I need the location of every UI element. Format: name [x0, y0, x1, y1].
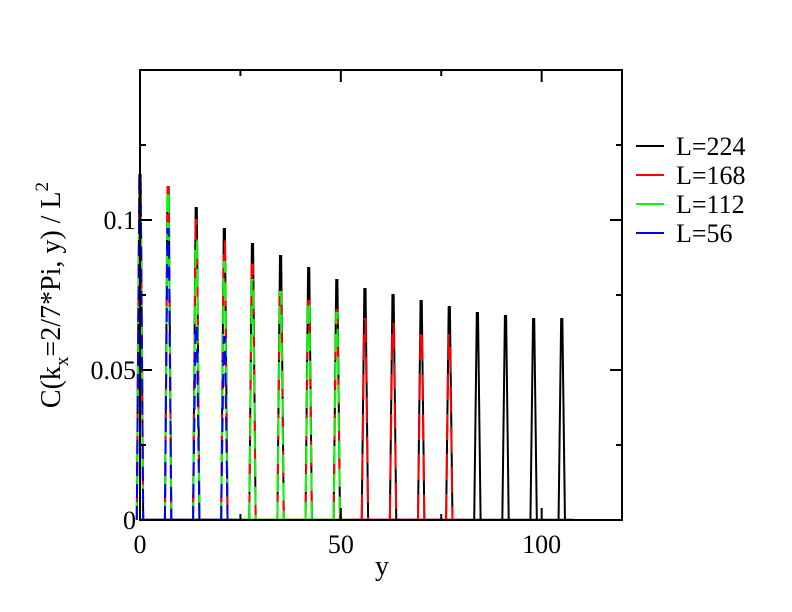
legend-item: L=224	[636, 132, 746, 161]
axes-layer: 0 50 100 0 0.05 0.1 y C(kx=2/7*Pi, y) / L2	[32, 69, 623, 582]
peak-L=112-7	[332, 312, 342, 521]
legend-item: L=56	[636, 219, 733, 248]
legend-label: L=224	[676, 132, 746, 161]
peak-L=112-3	[220, 261, 229, 521]
peak-L=56-0	[135, 174, 145, 521]
peak-L=112-4	[248, 279, 257, 521]
y-tick-label: 0.1	[104, 206, 137, 235]
peak-L=56-1	[163, 228, 173, 521]
peak-L=168-7	[332, 309, 342, 521]
x-tick-label: 100	[522, 530, 561, 559]
peak-L=168-11	[445, 333, 454, 521]
peak-L=224-12	[473, 312, 482, 521]
peak-L=224-14	[529, 318, 538, 521]
y-axis-title-prefix: C(k	[36, 366, 67, 408]
peak-L=112-5	[276, 291, 285, 521]
x-axis-title: y	[375, 551, 389, 582]
series-L=112	[135, 180, 342, 521]
x-tick-label: 0	[134, 530, 147, 559]
y-tick-label: 0.05	[91, 356, 137, 385]
series-L=56	[135, 174, 229, 521]
y-tick-label: 0	[123, 506, 136, 535]
y-axis-title-superscript: 2	[32, 182, 53, 192]
legend-label: L=168	[676, 161, 746, 190]
legend-item: L=112	[636, 190, 745, 219]
peak-L=56-2	[192, 324, 201, 521]
peak-L=168-9	[388, 321, 398, 521]
peak-L=168-6	[304, 300, 313, 521]
legend-label: L=56	[676, 219, 733, 248]
peak-L=224-11	[445, 306, 454, 521]
peak-L=168-8	[360, 318, 370, 521]
legend-label: L=112	[676, 190, 745, 219]
y-axis-title-subscript: x	[52, 356, 73, 366]
peak-L=224-15	[557, 318, 566, 521]
peak-L=224-13	[501, 315, 510, 521]
x-tick-label: 50	[328, 530, 354, 559]
legend-item: L=168	[636, 161, 746, 190]
peak-L=224-10	[416, 300, 426, 521]
y-axis-title: C(kx=2/7*Pi, y) / L2	[32, 182, 73, 408]
peak-L=168-10	[416, 327, 426, 521]
peak-L=56-3	[220, 336, 229, 521]
y-axis-title-middle: =2/7*Pi, y) / L	[36, 191, 67, 356]
